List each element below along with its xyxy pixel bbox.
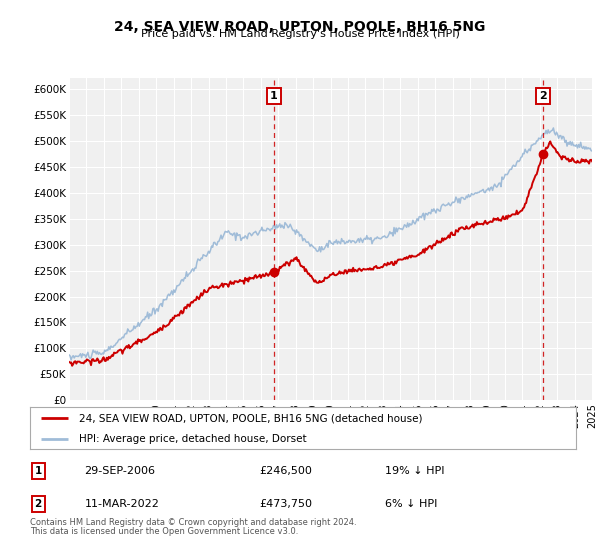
- Text: 6% ↓ HPI: 6% ↓ HPI: [385, 499, 437, 509]
- Text: This data is licensed under the Open Government Licence v3.0.: This data is licensed under the Open Gov…: [30, 528, 298, 536]
- Text: 1: 1: [35, 466, 42, 476]
- Text: HPI: Average price, detached house, Dorset: HPI: Average price, detached house, Dors…: [79, 433, 307, 444]
- Text: 29-SEP-2006: 29-SEP-2006: [85, 466, 155, 476]
- Text: 2: 2: [35, 499, 42, 509]
- Text: Price paid vs. HM Land Registry's House Price Index (HPI): Price paid vs. HM Land Registry's House …: [140, 29, 460, 39]
- Text: Contains HM Land Registry data © Crown copyright and database right 2024.: Contains HM Land Registry data © Crown c…: [30, 519, 356, 528]
- Text: 19% ↓ HPI: 19% ↓ HPI: [385, 466, 445, 476]
- Text: 2: 2: [539, 91, 547, 101]
- Text: £473,750: £473,750: [259, 499, 313, 509]
- Text: 11-MAR-2022: 11-MAR-2022: [85, 499, 160, 509]
- Text: £246,500: £246,500: [259, 466, 312, 476]
- Text: 24, SEA VIEW ROAD, UPTON, POOLE, BH16 5NG (detached house): 24, SEA VIEW ROAD, UPTON, POOLE, BH16 5N…: [79, 413, 422, 423]
- Text: 1: 1: [270, 91, 278, 101]
- Text: 24, SEA VIEW ROAD, UPTON, POOLE, BH16 5NG: 24, SEA VIEW ROAD, UPTON, POOLE, BH16 5N…: [115, 20, 485, 34]
